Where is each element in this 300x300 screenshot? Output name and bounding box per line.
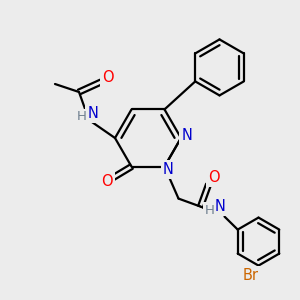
Text: H: H (205, 204, 214, 217)
Text: O: O (208, 170, 219, 185)
Text: N: N (215, 199, 226, 214)
Text: N: N (182, 128, 192, 142)
Text: O: O (101, 174, 112, 189)
Text: O: O (102, 70, 114, 86)
Text: N: N (88, 106, 98, 121)
Text: Br: Br (242, 268, 259, 283)
Text: H: H (77, 110, 87, 124)
Text: N: N (163, 162, 174, 177)
